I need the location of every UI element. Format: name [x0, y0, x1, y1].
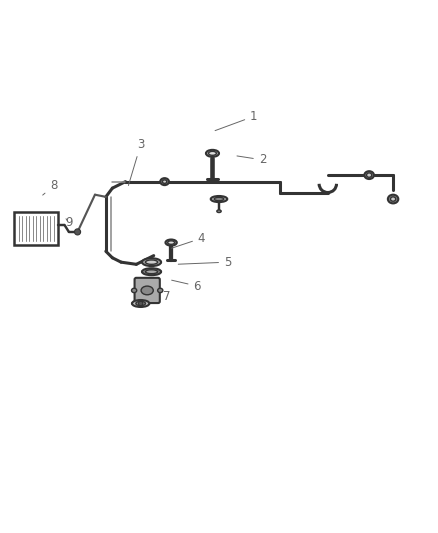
Ellipse shape [136, 301, 145, 305]
Ellipse shape [141, 286, 153, 295]
Ellipse shape [217, 210, 221, 213]
Ellipse shape [162, 180, 167, 183]
Ellipse shape [206, 150, 219, 157]
Text: 1: 1 [215, 110, 258, 131]
FancyBboxPatch shape [134, 278, 160, 303]
Ellipse shape [132, 300, 149, 307]
Ellipse shape [367, 173, 372, 177]
Ellipse shape [364, 171, 374, 179]
Ellipse shape [145, 270, 158, 273]
Text: 8: 8 [42, 180, 57, 195]
Ellipse shape [391, 197, 396, 201]
Ellipse shape [142, 258, 161, 266]
Ellipse shape [145, 260, 158, 264]
Ellipse shape [211, 196, 227, 202]
Text: 6: 6 [172, 280, 201, 293]
Ellipse shape [208, 151, 216, 155]
Ellipse shape [158, 288, 163, 293]
Text: 2: 2 [237, 154, 266, 166]
Text: 7: 7 [150, 289, 170, 303]
Ellipse shape [166, 239, 177, 246]
Ellipse shape [142, 268, 161, 275]
Circle shape [74, 229, 81, 235]
Circle shape [138, 301, 143, 305]
Text: 4: 4 [172, 232, 205, 248]
Text: 3: 3 [128, 138, 145, 185]
Ellipse shape [131, 288, 137, 293]
Ellipse shape [160, 178, 169, 185]
Text: 5: 5 [178, 256, 231, 269]
Ellipse shape [214, 197, 224, 201]
Ellipse shape [168, 241, 175, 244]
Text: 9: 9 [65, 216, 73, 230]
FancyBboxPatch shape [14, 212, 58, 245]
Ellipse shape [388, 195, 398, 204]
